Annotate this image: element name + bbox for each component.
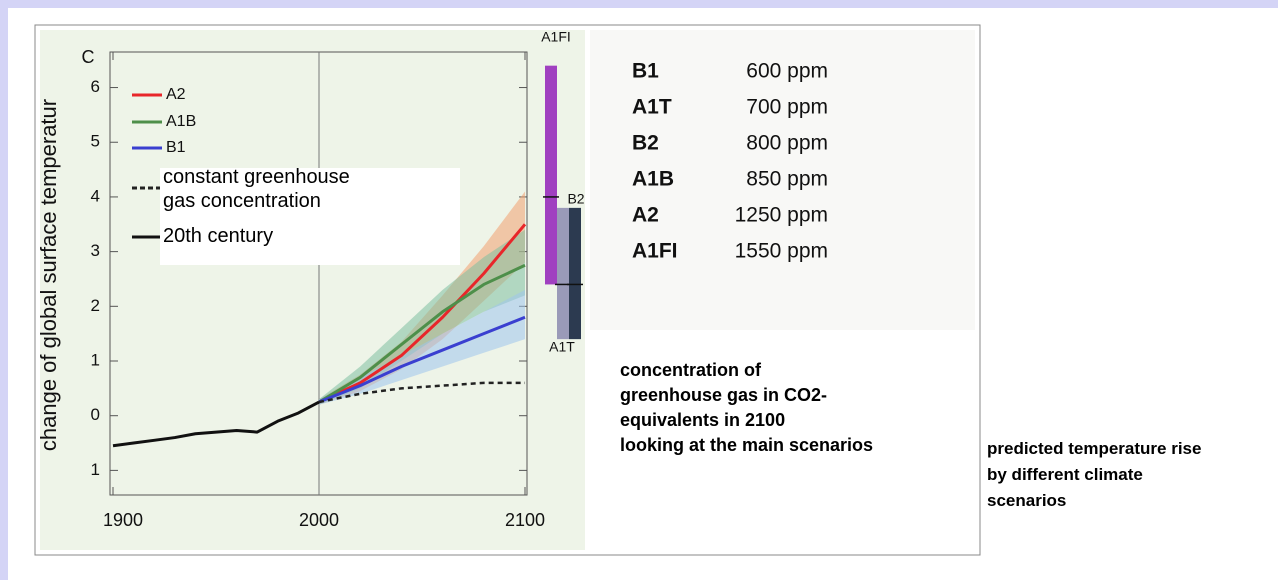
series-line [318,223,527,404]
note-line: looking at the main scenarios [620,435,874,455]
table-panel [590,30,975,330]
chart: C change of global surface temperatur 6 5… [34,24,981,556]
x-tick-label: 2100 [505,510,545,530]
y-tick-label: 1 [91,350,100,369]
series-line [318,381,525,404]
table-cell: 1550 ppm [735,240,828,263]
table-cell: A2 [632,204,659,227]
y-tick-label: 5 [91,132,100,151]
x-tick-label: 2000 [299,510,339,530]
y-tick-label: 6 [91,77,100,96]
range-bar [557,207,569,340]
legend-label: 20th century [163,225,274,247]
page: C change of global surface temperatur 6 5… [8,8,1278,580]
caption: predicted temperature rise by different c… [987,436,1201,514]
range-label: B2 [567,191,584,207]
table-cell: 800 ppm [746,132,828,155]
table-cell: A1B [632,168,674,191]
table-cell: A1T [632,96,672,119]
table-cell: 600 ppm [746,60,828,83]
legend-label: constant greenhouse gas concentration [163,166,350,212]
caption-line: by different climate [987,465,1143,484]
table-cell: 700 ppm [746,96,828,119]
y-axis-label: change of global surface temperatur [36,99,61,451]
range-bar [545,65,557,285]
table-cell: B2 [632,132,659,155]
series-line [318,315,526,404]
legend-label: A2 [166,86,186,103]
table-cell: 1250 ppm [735,204,828,227]
y-tick-label: 0 [91,405,100,424]
legend-label: B1 [166,139,186,156]
series-line [318,263,526,404]
range-bar [569,207,581,340]
note-line: equivalents in 2100 [620,410,786,430]
range-label: A1FI [541,29,571,45]
y-tick-label: 1 [91,460,100,479]
legend-label: A1B [166,113,196,130]
y-tick-label: 3 [91,241,100,260]
caption-line: scenarios [987,491,1067,510]
legend-box [160,168,460,265]
x-tick-label: 1900 [103,510,143,530]
y-tick-label: 4 [91,186,100,205]
y-tick-label: 2 [91,296,100,315]
table-cell: B1 [632,60,659,83]
caption-line: predicted temperature rise [987,439,1202,458]
table-cell: 850 ppm [746,168,828,191]
uncertainty-band [319,229,525,405]
y-unit: C [82,47,95,67]
table-cell: A1FI [632,240,678,263]
note-line: concentration of [620,360,762,380]
range-label: A1T [549,339,575,355]
note-line: greenhouse gas in CO2- [620,385,828,405]
note: concentration of greenhouse gas in CO2- eq… [620,358,873,458]
series-line [112,400,320,448]
